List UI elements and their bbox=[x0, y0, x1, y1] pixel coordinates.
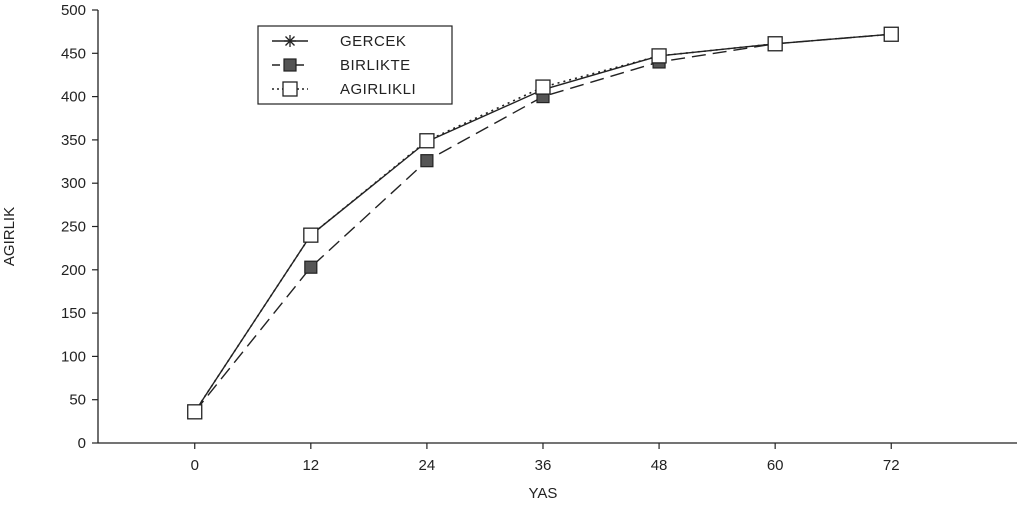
data-point-filled-square bbox=[283, 58, 297, 72]
data-point-open-square bbox=[419, 133, 435, 149]
x-ticks: 0 12 24 36 48 60 72 bbox=[191, 443, 900, 474]
y-tick-label: 250 bbox=[61, 219, 86, 236]
x-tick-label: 12 bbox=[302, 457, 319, 474]
data-point-open-square bbox=[303, 227, 319, 243]
data-point-filled-square bbox=[420, 154, 434, 168]
y-tick-label: 500 bbox=[61, 2, 86, 19]
y-tick-label: 350 bbox=[61, 132, 86, 149]
y-tick-label: 50 bbox=[69, 392, 86, 409]
data-point-open-square bbox=[883, 26, 899, 42]
data-point-open-square bbox=[651, 48, 667, 64]
y-tick-label: 400 bbox=[61, 89, 86, 106]
series-agirlikli bbox=[187, 26, 899, 420]
x-tick-label: 48 bbox=[651, 457, 668, 474]
series-group bbox=[187, 26, 899, 420]
y-tick-label: 150 bbox=[61, 305, 86, 322]
y-tick-label: 450 bbox=[61, 45, 86, 62]
x-tick-label: 72 bbox=[883, 457, 900, 474]
y-ticks: 0 50 100 150 200 250 300 350 400 450 500 bbox=[61, 2, 98, 452]
x-tick-label: 36 bbox=[535, 457, 552, 474]
data-point-open-square bbox=[187, 404, 203, 420]
y-tick-label: 300 bbox=[61, 175, 86, 192]
y-tick-label: 100 bbox=[61, 348, 86, 365]
y-tick-label: 0 bbox=[78, 435, 86, 452]
legend-label-birlikte: BIRLIKTE bbox=[340, 57, 411, 74]
x-axis-label: YAS bbox=[529, 485, 558, 502]
data-point-asterisk bbox=[284, 35, 296, 47]
x-tick-label: 24 bbox=[419, 457, 436, 474]
data-point-filled-square bbox=[304, 260, 318, 274]
x-tick-label: 0 bbox=[191, 457, 199, 474]
axes bbox=[97, 10, 1017, 444]
legend-label-gercek: GERCEK bbox=[340, 33, 406, 50]
x-tick-label: 60 bbox=[767, 457, 784, 474]
y-axis-label: AGIRLIK bbox=[1, 207, 18, 266]
legend-label-agirlikli: AGIRLIKLI bbox=[340, 81, 416, 98]
data-point-open-square bbox=[282, 81, 298, 97]
legend: GERCEK BIRLIKTE AGIRLIKLI bbox=[257, 25, 453, 105]
data-point-open-square bbox=[767, 36, 783, 52]
data-point-open-square bbox=[535, 79, 551, 95]
y-tick-label: 200 bbox=[61, 262, 86, 279]
